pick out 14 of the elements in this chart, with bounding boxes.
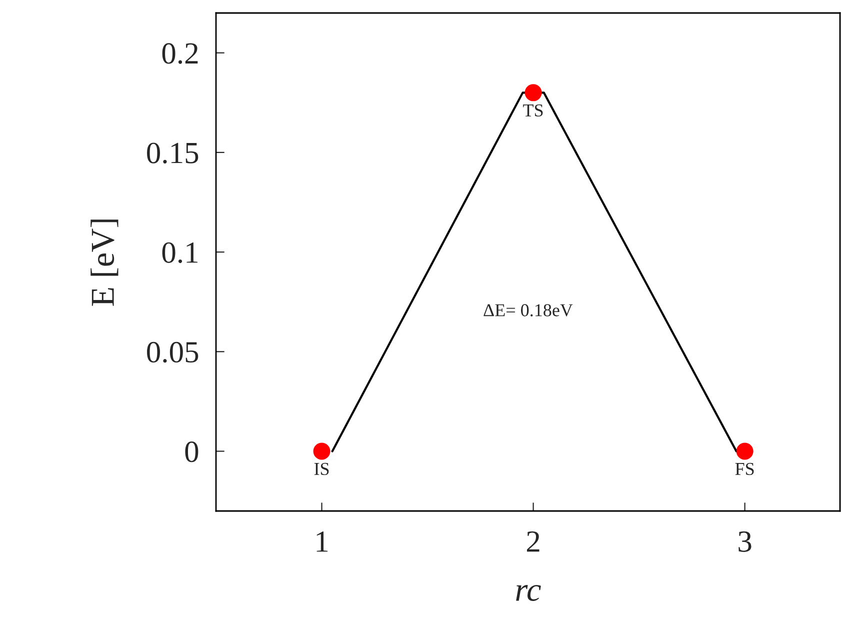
y-tick-label: 0.15 bbox=[147, 142, 198, 164]
y-tick-label: 0.1 bbox=[162, 242, 198, 264]
y-axis-title: E [eV] bbox=[90, 220, 118, 306]
x-axis-title: rc bbox=[516, 585, 541, 602]
annotation: IS bbox=[314, 462, 329, 476]
annotation: FS bbox=[735, 462, 754, 476]
x-tick-label: 3 bbox=[738, 531, 752, 552]
annotation: TS bbox=[523, 104, 543, 116]
y-tick-label: 0 bbox=[185, 442, 198, 462]
y-tick-label: 0.2 bbox=[162, 43, 198, 64]
y-tick-label: 0.05 bbox=[147, 342, 198, 363]
x-tick-label: 1 bbox=[316, 531, 328, 552]
annotation: ΔE= 0.18eV bbox=[484, 304, 573, 316]
x-tick-label: 2 bbox=[526, 531, 540, 552]
